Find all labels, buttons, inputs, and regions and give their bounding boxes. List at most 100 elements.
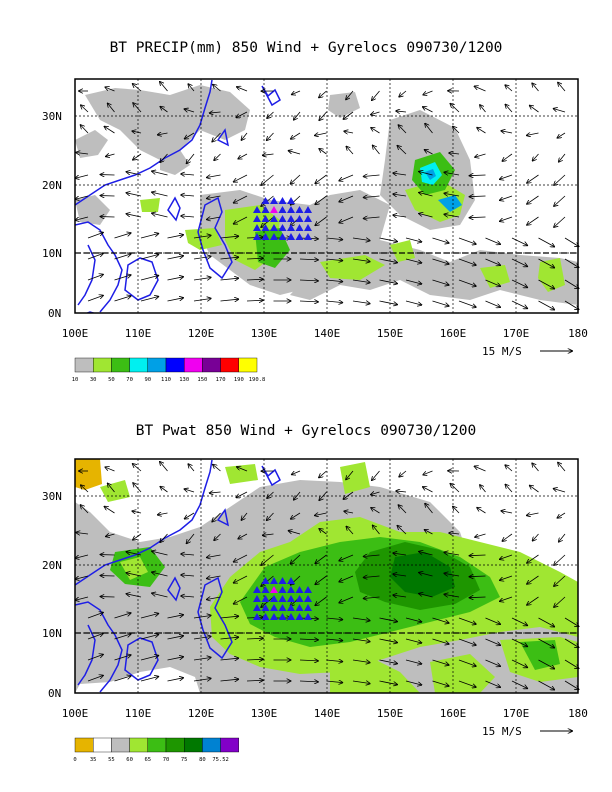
wind-vector [299,681,318,682]
wind-vector [290,174,301,184]
wind-vector [319,90,327,98]
colorbar-label: 65 [144,757,151,763]
wind-vector [220,257,239,259]
wind-vector [319,111,327,120]
wind-vector [500,596,513,601]
colorbar-swatch [238,357,258,373]
colorbar-label: 30 [90,377,97,383]
wind-vector [458,300,476,307]
wind-vector [299,639,318,640]
wind-vector [344,511,354,513]
wind-vector [485,680,501,687]
wind-vector [419,193,433,197]
lat-label: 20N [42,559,62,572]
wind-vector [326,301,343,303]
wind-vector [470,175,486,176]
wind-vector [538,279,555,289]
wind-vector [339,554,354,561]
wind-vector [299,660,318,661]
wind-vector [532,463,539,472]
wind-vector [379,300,398,305]
gyre-location-marker [278,586,287,593]
wind-vector [425,150,433,155]
wind-vector [432,279,449,285]
wind-vector [152,213,168,218]
lat-label: 0N [48,307,61,320]
wind-vector [246,300,263,301]
wind-vector [315,513,327,515]
gyre-location-marker [287,595,295,602]
wind-vector [477,128,486,134]
wind-vector [511,258,527,266]
wind-vector [220,236,239,238]
wind-vector [458,237,476,244]
wind-vector [212,132,221,142]
wind-vector [564,659,579,668]
wind-vector [214,533,221,540]
wind-vector [87,613,103,619]
wind-vector [193,636,211,639]
gyre-location-marker [261,233,270,240]
wind-vector [87,254,103,260]
wind-vector [114,634,131,640]
wind-vector [214,153,221,160]
wind-vector [299,259,318,260]
gyre-location-marker [304,604,312,611]
wind-vector [185,132,195,139]
wind-vector [315,133,327,135]
gyre-location-marker [287,604,295,611]
wind-vector [500,554,513,559]
wind-vector [364,555,380,557]
wind-vector [527,513,539,515]
wind-vector [246,258,263,259]
wind-vector [470,555,486,556]
map-frame [74,458,579,694]
wind-vector [193,298,211,301]
wind-vector [372,470,380,480]
wind-vector [538,237,555,247]
wind-vector [393,595,407,597]
wind-vector [193,277,211,280]
wind-vector [352,259,370,262]
gyre-location-marker [261,595,270,602]
colorbar-label: 75.52 [212,757,229,763]
lat-label: 30N [42,490,62,503]
wind-vector [500,575,513,580]
wind-vector [405,680,422,685]
wind-vector [419,552,433,556]
colorbar-swatch [74,737,94,753]
wind-vector [557,512,566,518]
gyre-location-marker [295,586,304,593]
wind-vector [364,597,380,599]
wind-vector [564,237,579,246]
wind-vector [533,153,539,161]
precip-colorbar: 10 30 50 70 90 110 130 150 170 190 190.8 [72,357,265,383]
wind-vector [220,679,239,681]
lon-label: 150E [377,707,404,720]
wind-vector [315,216,327,225]
wind-vector [364,217,380,219]
wind-vector [234,575,248,583]
wind-vector [108,483,115,493]
wind-vector [419,573,433,577]
wind-vector [126,552,142,556]
wind-vector [339,575,354,582]
wind-vector [423,90,433,95]
wind-vector [181,596,195,597]
gyre-location-marker [253,224,261,231]
wind-vector [246,638,263,639]
wind-vector [184,109,195,112]
wind-vector [261,554,274,565]
colorbar-swatch [202,737,221,753]
wind-vector [500,174,513,179]
wind-vector [558,463,566,472]
gyre-location-marker [278,206,287,213]
wind-vector [527,596,539,605]
colorbar-label: 190 [234,377,244,383]
wind-vector [114,676,131,682]
wind-vector [553,109,566,113]
wind-vector [554,195,566,206]
wind-vector [288,151,301,155]
wind-vector [405,659,422,664]
wind-vector [346,90,354,99]
